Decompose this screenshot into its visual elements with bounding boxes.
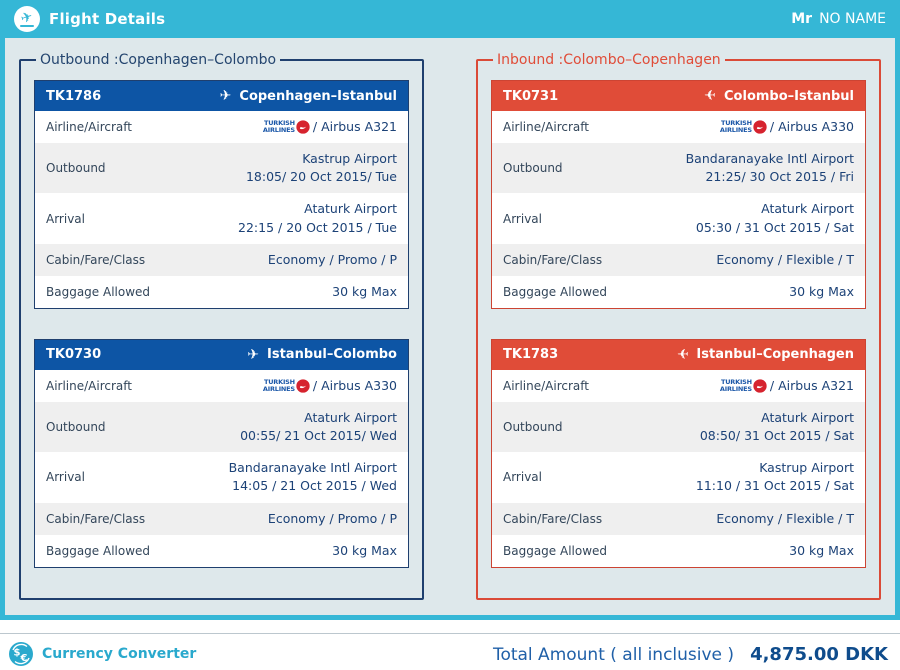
row-outbound: Outbound Kastrup Airport 18:05/ 20 Oct 20… bbox=[35, 143, 408, 194]
currency-converter-label: Currency Converter bbox=[42, 646, 197, 662]
row-airline-aircraft: Airline/Aircraft TURKISH AIRLINES / Airbu… bbox=[492, 111, 865, 144]
total-amount-value: 4,875.00 DKK bbox=[750, 643, 888, 665]
passenger-title: Mr bbox=[791, 11, 813, 27]
row-baggage-allowed: Baggage Allowed 30 kg Max bbox=[35, 534, 408, 567]
passenger-fullname: NO NAME bbox=[819, 11, 886, 27]
row-airline-aircraft: Airline/Aircraft TURKISH AIRLINES / Airbu… bbox=[35, 369, 408, 402]
outbound-section-legend: Outbound :Copenhagen–Colombo bbox=[40, 52, 277, 68]
inbound-section-legend: Inbound :Colombo–Copenhagen bbox=[497, 52, 721, 68]
turkish-airlines-emblem-icon bbox=[296, 120, 310, 134]
row-cabin-fare-class: Cabin/Fare/Class Economy / Flexible / T bbox=[492, 243, 865, 276]
flight-card-header: TK1786 ✈ Copenhagen–Istanbul bbox=[35, 81, 408, 111]
departure-plane-icon: ✈ bbox=[14, 6, 40, 32]
row-baggage-allowed: Baggage Allowed 30 kg Max bbox=[492, 534, 865, 567]
page-title: Flight Details bbox=[49, 10, 166, 28]
flight-number: TK0730 bbox=[46, 347, 102, 363]
flight-number: TK1786 bbox=[46, 88, 102, 104]
airplane-left-icon: ✈ bbox=[704, 88, 717, 104]
row-outbound: Outbound Ataturk Airport 00:55/ 21 Oct 20… bbox=[35, 402, 408, 453]
turkish-airlines-emblem-icon bbox=[753, 120, 767, 134]
passenger-name: Mr NO NAME bbox=[791, 11, 886, 27]
row-cabin-fare-class: Cabin/Fare/Class Economy / Promo / P bbox=[35, 243, 408, 276]
row-baggage-allowed: Baggage Allowed 30 kg Max bbox=[35, 275, 408, 308]
title-bar: ✈ Flight Details Mr NO NAME bbox=[0, 0, 900, 38]
turkish-airlines-logo: TURKISH AIRLINES bbox=[720, 120, 767, 134]
currency-converter-button[interactable]: $ € Currency Converter bbox=[8, 641, 196, 667]
row-outbound: Outbound Ataturk Airport 08:50/ 31 Oct 20… bbox=[492, 402, 865, 453]
row-airline-aircraft: Airline/Aircraft TURKISH AIRLINES / Airbu… bbox=[492, 369, 865, 402]
turkish-airlines-emblem-icon bbox=[296, 379, 310, 393]
route-label: Istanbul–Colombo bbox=[267, 347, 397, 363]
turkish-airlines-logo: TURKISH AIRLINES bbox=[263, 379, 310, 393]
route-label: Colombo–Istanbul bbox=[724, 88, 854, 104]
row-cabin-fare-class: Cabin/Fare/Class Economy / Flexible / T bbox=[492, 502, 865, 535]
inbound-section: Inbound :Colombo–Copenhagen TK0731 ✈ Col… bbox=[476, 52, 881, 600]
flight-card-tk0730: TK0730 ✈ Istanbul–Colombo Airline/Aircra… bbox=[34, 338, 409, 568]
airplane-right-icon: ✈ bbox=[219, 88, 232, 104]
turkish-airlines-logo: TURKISH AIRLINES bbox=[263, 120, 310, 134]
outbound-section: Outbound :Copenhagen–Colombo TK1786 ✈ Co… bbox=[19, 52, 424, 600]
route-label: Copenhagen–Istanbul bbox=[239, 88, 397, 104]
flight-number: TK1783 bbox=[503, 347, 559, 363]
flight-card-header: TK0730 ✈ Istanbul–Colombo bbox=[35, 339, 408, 370]
row-arrival: Arrival Bandaranayake Intl Airport 14:05 … bbox=[35, 452, 408, 503]
flight-number: TK0731 bbox=[503, 88, 559, 104]
row-airline-aircraft: Airline/Aircraft TURKISH AIRLINES / Airbu… bbox=[35, 111, 408, 144]
row-outbound: Outbound Bandaranayake Intl Airport 21:25… bbox=[492, 143, 865, 194]
total-amount: Total Amount ( all inclusive ) 4,875.00 … bbox=[493, 644, 888, 665]
flight-card-header: TK1783 ✈ Istanbul–Copenhagen bbox=[492, 339, 865, 370]
flight-details-panel: ✈ Flight Details Mr NO NAME Outbound :Cop… bbox=[0, 0, 900, 620]
row-arrival: Arrival Ataturk Airport 05:30 / 31 Oct 20… bbox=[492, 193, 865, 244]
footer-bar: $ € Currency Converter Total Amount ( al… bbox=[0, 633, 900, 667]
row-arrival: Arrival Ataturk Airport 22:15 / 20 Oct 20… bbox=[35, 193, 408, 244]
route-label: Istanbul–Copenhagen bbox=[696, 347, 854, 363]
row-arrival: Arrival Kastrup Airport 11:10 / 31 Oct 20… bbox=[492, 452, 865, 503]
total-amount-label: Total Amount ( all inclusive ) bbox=[492, 644, 735, 665]
airplane-right-icon: ✈ bbox=[247, 346, 260, 363]
airplane-left-icon: ✈ bbox=[676, 346, 689, 363]
row-cabin-fare-class: Cabin/Fare/Class Economy / Promo / P bbox=[35, 502, 408, 535]
flight-card-header: TK0731 ✈ Colombo–Istanbul bbox=[492, 81, 865, 111]
svg-text:€: € bbox=[20, 653, 28, 664]
flight-card-tk0731: TK0731 ✈ Colombo–Istanbul Airline/Aircra… bbox=[491, 80, 866, 309]
flight-card-tk1783: TK1783 ✈ Istanbul–Copenhagen Airline/Air… bbox=[491, 338, 866, 568]
svg-text:$: $ bbox=[14, 648, 21, 659]
row-baggage-allowed: Baggage Allowed 30 kg Max bbox=[492, 275, 865, 308]
flight-card-tk1786: TK1786 ✈ Copenhagen–Istanbul Airline/Air… bbox=[34, 80, 409, 309]
currency-converter-icon: $ € bbox=[9, 642, 33, 666]
turkish-airlines-logo: TURKISH AIRLINES bbox=[720, 379, 767, 393]
turkish-airlines-emblem-icon bbox=[753, 379, 767, 393]
